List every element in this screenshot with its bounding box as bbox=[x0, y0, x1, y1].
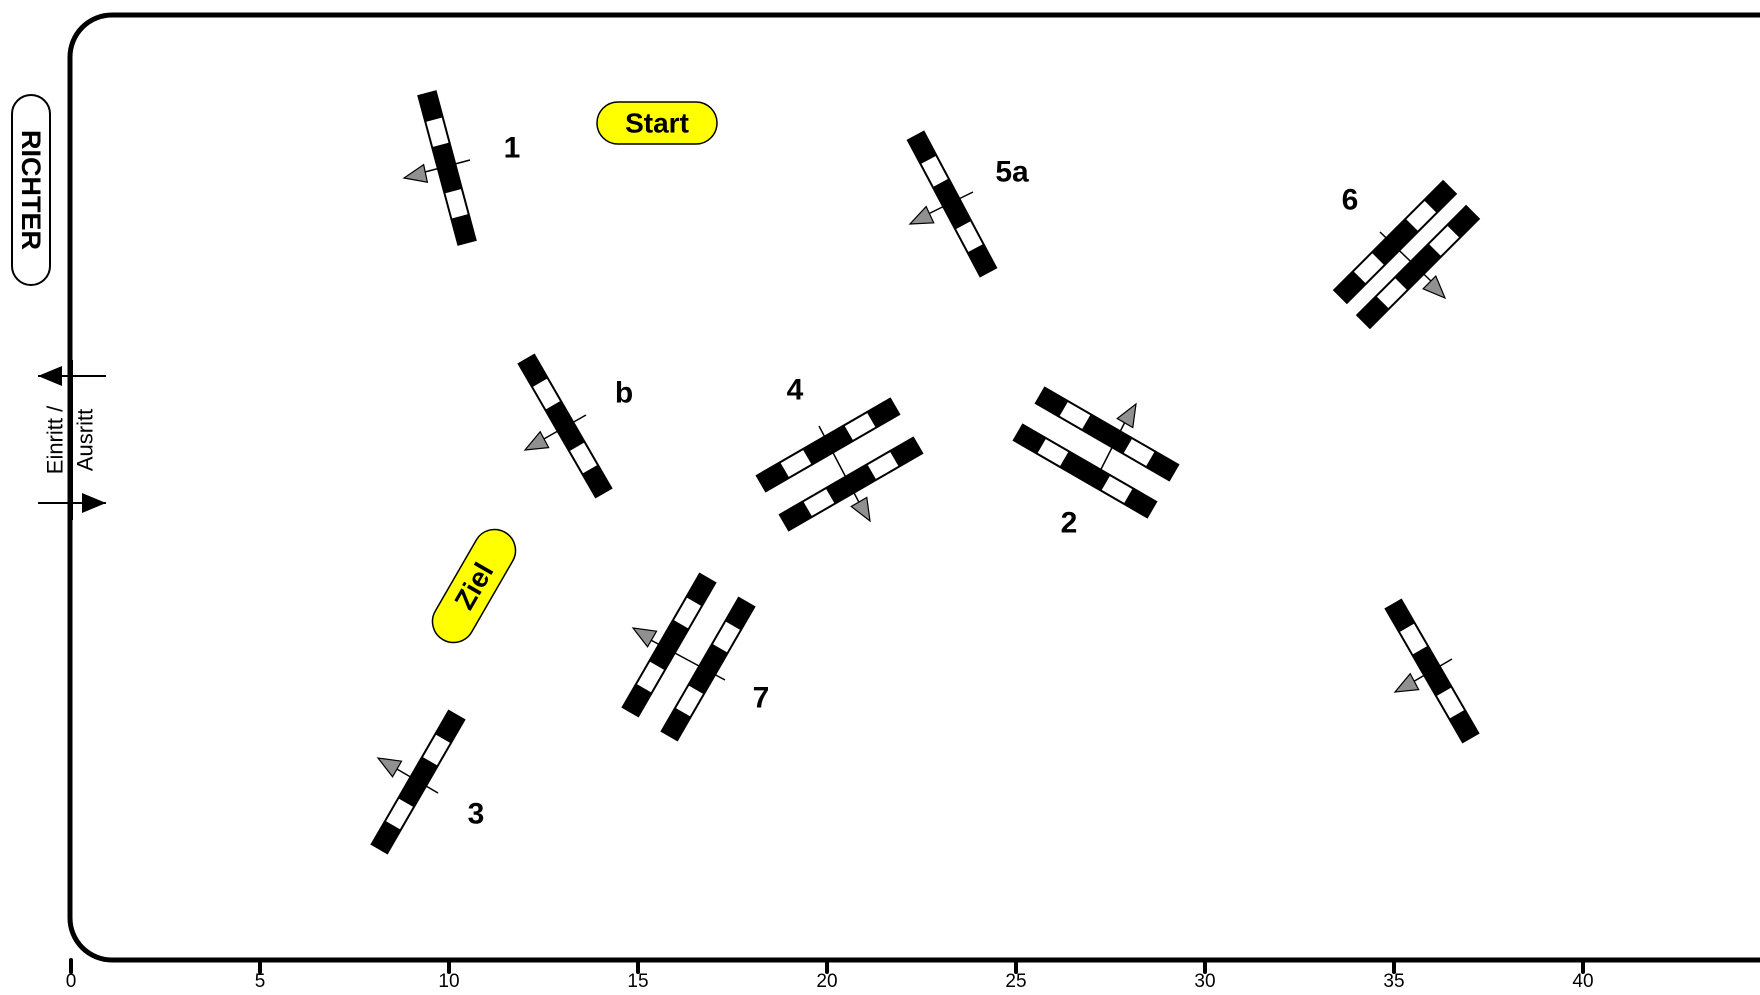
scale-tick-label: 15 bbox=[627, 971, 648, 992]
obstacle-4: 4 bbox=[755, 374, 924, 532]
obstacle-b: b bbox=[517, 353, 633, 499]
obstacle-b-label: b bbox=[615, 377, 633, 410]
arena-border bbox=[67, 12, 1760, 963]
obstacle-1: 1 bbox=[401, 90, 521, 246]
entry-exit-label-2: Ausritt bbox=[73, 409, 98, 471]
scale-tick-label: 35 bbox=[1383, 971, 1404, 992]
scale-tick-label: 5 bbox=[255, 971, 266, 992]
obstacle-4-label: 4 bbox=[787, 374, 804, 407]
obstacle-5b bbox=[1384, 598, 1480, 744]
judge-box: RICHTER bbox=[11, 94, 51, 286]
scale-bar: 0 5 10 15 20 25 30 35 40 bbox=[66, 958, 1594, 992]
obstacle-6: 6 bbox=[1332, 179, 1481, 330]
scale-tick-label: 0 bbox=[66, 971, 77, 992]
obstacle-3: 3 bbox=[370, 709, 485, 855]
start-badge: Start bbox=[596, 101, 718, 145]
obstacle-5a: 5a bbox=[905, 130, 1029, 278]
judge-label: RICHTER bbox=[16, 130, 46, 250]
scale-tick-label: 25 bbox=[1005, 971, 1026, 992]
entry-exit-marker: Einritt / Ausritt bbox=[38, 360, 106, 520]
obstacle-1-label: 1 bbox=[504, 132, 521, 165]
obstacle-3-label: 3 bbox=[468, 798, 485, 831]
obstacle-2: 2 bbox=[1012, 386, 1180, 540]
obstacle-5a-label: 5a bbox=[995, 156, 1029, 189]
scale-tick-label: 10 bbox=[438, 971, 459, 992]
scale-tick-label: 20 bbox=[816, 971, 837, 992]
start-label: Start bbox=[625, 108, 689, 139]
scale-tick-label: 40 bbox=[1572, 971, 1593, 992]
obstacle-7-label: 7 bbox=[753, 682, 770, 715]
finish-badge: Ziel bbox=[431, 528, 517, 644]
obstacle-6-label: 6 bbox=[1342, 184, 1359, 217]
scale-tick-label: 30 bbox=[1194, 971, 1215, 992]
entry-exit-label-1: Einritt / bbox=[43, 405, 68, 474]
obstacle-7: 7 bbox=[621, 572, 770, 742]
obstacle-2-label: 2 bbox=[1061, 507, 1078, 540]
